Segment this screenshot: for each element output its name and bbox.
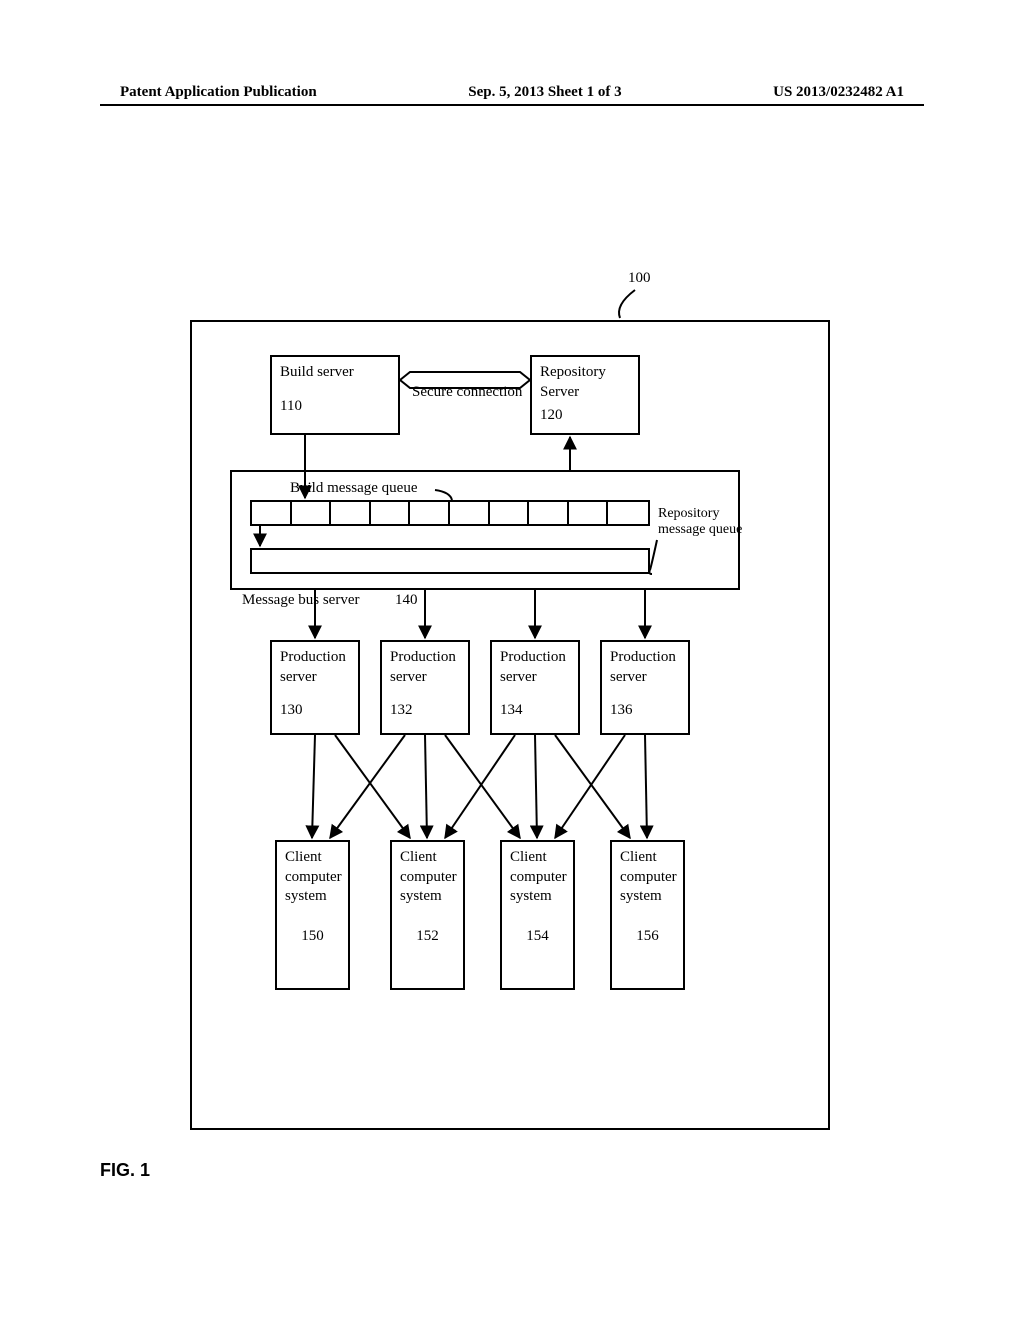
client-title-0: Client computer system <box>285 848 340 907</box>
client-box-0: Client computer system 150 <box>275 840 350 990</box>
page-header: Patent Application Publication Sep. 5, 2… <box>120 84 904 101</box>
build-queue-label: Build message queue <box>290 480 417 497</box>
figure-label: FIG. 1 <box>100 1160 150 1181</box>
build-queue-box <box>250 500 650 526</box>
repo-server-box: Repository Server 120 <box>530 355 640 435</box>
client-box-2: Client computer system 154 <box>500 840 575 990</box>
queue-cell <box>292 502 332 524</box>
client-title-2: Client computer system <box>510 848 565 907</box>
repo-server-num: 120 <box>540 406 630 426</box>
queue-cell <box>569 502 609 524</box>
build-queue-cells <box>252 502 648 524</box>
build-server-box: Build server 110 <box>270 355 400 435</box>
prod-title-1: Production server <box>390 648 460 687</box>
page: Patent Application Publication Sep. 5, 2… <box>0 0 1024 1320</box>
client-num-0: 150 <box>285 927 340 947</box>
client-num-1: 152 <box>400 927 455 947</box>
header-rule <box>100 104 924 106</box>
prod-num-0: 130 <box>280 701 350 721</box>
client-num-3: 156 <box>620 927 675 947</box>
diagram-area: 100 Build server 110 Repository Server 1… <box>100 140 920 1140</box>
prod-num-2: 134 <box>500 701 570 721</box>
queue-cell <box>529 502 569 524</box>
prod-num-1: 132 <box>390 701 460 721</box>
repo-queue-label: Repository message queue <box>658 506 742 538</box>
queue-cell <box>371 502 411 524</box>
repo-server-title: Repository Server <box>540 363 630 402</box>
prod-title-3: Production server <box>610 648 680 687</box>
prod-server-box-2: Production server 134 <box>490 640 580 735</box>
build-server-title: Build server <box>280 363 390 383</box>
client-num-2: 154 <box>510 927 565 947</box>
client-title-1: Client computer system <box>400 848 455 907</box>
client-title-3: Client computer system <box>620 848 675 907</box>
queue-cell <box>450 502 490 524</box>
prod-server-box-0: Production server 130 <box>270 640 360 735</box>
msg-bus-title: Message bus server <box>242 592 359 609</box>
msg-bus-num: 140 <box>395 592 418 609</box>
system-ref-label: 100 <box>628 270 651 287</box>
secure-connection-label: Secure connection <box>412 384 522 401</box>
prod-num-3: 136 <box>610 701 680 721</box>
prod-title-0: Production server <box>280 648 350 687</box>
header-center: Sep. 5, 2013 Sheet 1 of 3 <box>468 84 621 101</box>
queue-cell <box>410 502 450 524</box>
prod-server-box-3: Production server 136 <box>600 640 690 735</box>
repo-queue-box <box>250 548 650 574</box>
queue-cell <box>608 502 648 524</box>
prod-title-2: Production server <box>500 648 570 687</box>
queue-cell <box>490 502 530 524</box>
queue-cell <box>331 502 371 524</box>
client-box-3: Client computer system 156 <box>610 840 685 990</box>
header-left: Patent Application Publication <box>120 84 317 101</box>
build-server-num: 110 <box>280 397 390 417</box>
header-right: US 2013/0232482 A1 <box>773 84 904 101</box>
client-box-1: Client computer system 152 <box>390 840 465 990</box>
prod-server-box-1: Production server 132 <box>380 640 470 735</box>
queue-cell <box>252 502 292 524</box>
